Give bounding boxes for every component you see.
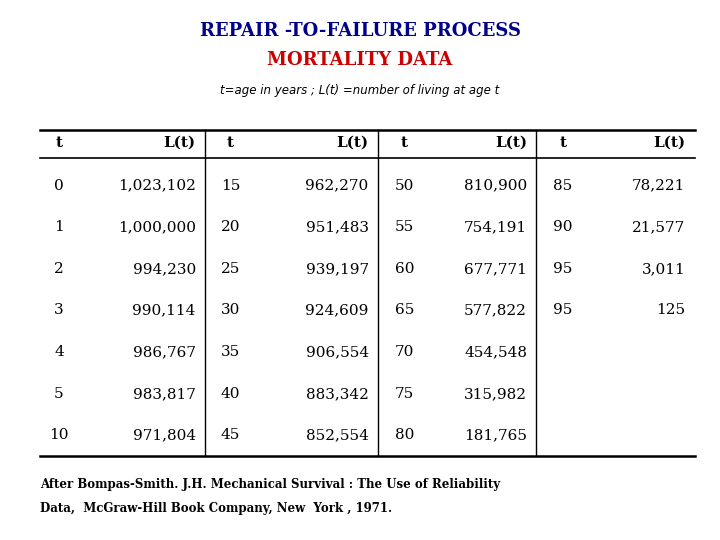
Text: L(t): L(t) <box>163 136 196 150</box>
Text: 971,804: 971,804 <box>132 428 196 442</box>
Text: t: t <box>55 136 63 150</box>
Text: 962,270: 962,270 <box>305 179 369 193</box>
Text: 810,900: 810,900 <box>464 179 527 193</box>
Text: t: t <box>559 136 567 150</box>
Text: 939,197: 939,197 <box>305 262 369 276</box>
Text: 1,000,000: 1,000,000 <box>118 220 196 234</box>
Text: 65: 65 <box>395 303 414 318</box>
Text: 10: 10 <box>49 428 69 442</box>
Text: 454,548: 454,548 <box>464 345 527 359</box>
Text: 35: 35 <box>221 345 240 359</box>
Text: t: t <box>227 136 234 150</box>
Text: 3,011: 3,011 <box>642 262 685 276</box>
Text: MORTALITY DATA: MORTALITY DATA <box>267 51 453 69</box>
Text: 70: 70 <box>395 345 414 359</box>
Text: 5: 5 <box>54 387 64 401</box>
Text: t: t <box>401 136 408 150</box>
Text: 315,982: 315,982 <box>464 387 527 401</box>
Text: 30: 30 <box>221 303 240 318</box>
Text: 20: 20 <box>220 220 240 234</box>
Text: 78,221: 78,221 <box>632 179 685 193</box>
Text: 95: 95 <box>554 262 572 276</box>
Text: 15: 15 <box>221 179 240 193</box>
Text: 852,554: 852,554 <box>306 428 369 442</box>
Text: 983,817: 983,817 <box>133 387 196 401</box>
Text: 4: 4 <box>54 345 64 359</box>
Text: 40: 40 <box>220 387 240 401</box>
Text: 21,577: 21,577 <box>632 220 685 234</box>
Text: 95: 95 <box>554 303 572 318</box>
Text: 951,483: 951,483 <box>305 220 369 234</box>
Text: 90: 90 <box>553 220 573 234</box>
Text: t=age in years ; L(t) =number of living at age t: t=age in years ; L(t) =number of living … <box>220 84 500 97</box>
Text: 754,191: 754,191 <box>464 220 527 234</box>
Text: 181,765: 181,765 <box>464 428 527 442</box>
Text: 883,342: 883,342 <box>306 387 369 401</box>
Text: Data,  McGraw-Hill Book Company, New  York , 1971.: Data, McGraw-Hill Book Company, New York… <box>40 502 392 515</box>
Text: 60: 60 <box>395 262 415 276</box>
Text: 906,554: 906,554 <box>305 345 369 359</box>
Text: 924,609: 924,609 <box>305 303 369 318</box>
Text: 45: 45 <box>221 428 240 442</box>
Text: 986,767: 986,767 <box>133 345 196 359</box>
Text: 0: 0 <box>54 179 64 193</box>
Text: 80: 80 <box>395 428 414 442</box>
Text: 677,771: 677,771 <box>464 262 527 276</box>
Text: 2: 2 <box>54 262 64 276</box>
Text: 25: 25 <box>221 262 240 276</box>
Text: REPAIR -TO-FAILURE PROCESS: REPAIR -TO-FAILURE PROCESS <box>199 22 521 39</box>
Text: After Bompas-Smith. J.H. Mechanical Survival : The Use of Reliability: After Bompas-Smith. J.H. Mechanical Surv… <box>40 478 500 491</box>
Text: 85: 85 <box>554 179 572 193</box>
Text: 994,230: 994,230 <box>132 262 196 276</box>
Text: 125: 125 <box>657 303 685 318</box>
Text: 577,822: 577,822 <box>464 303 527 318</box>
Text: 75: 75 <box>395 387 414 401</box>
Text: 55: 55 <box>395 220 414 234</box>
Text: 990,114: 990,114 <box>132 303 196 318</box>
Text: 1: 1 <box>54 220 64 234</box>
Text: 1,023,102: 1,023,102 <box>118 179 196 193</box>
Text: L(t): L(t) <box>653 136 685 150</box>
Text: L(t): L(t) <box>495 136 527 150</box>
Text: 3: 3 <box>54 303 64 318</box>
Text: 50: 50 <box>395 179 414 193</box>
Text: L(t): L(t) <box>336 136 369 150</box>
